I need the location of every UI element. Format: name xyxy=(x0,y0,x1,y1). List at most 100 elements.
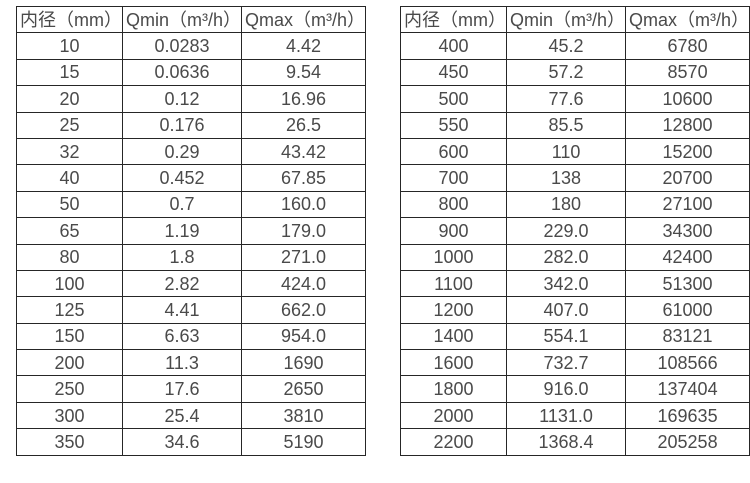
cell-qmax: 42400 xyxy=(625,243,750,271)
table-row: 32 0.29 43.42 xyxy=(16,137,367,166)
cell-qmin: 229.0 xyxy=(506,217,627,245)
cell-qmax: 3810 xyxy=(241,401,367,430)
cell-qmax: 43.42 xyxy=(241,137,367,166)
cell-qmax: 108566 xyxy=(625,349,750,377)
cell-qmin: 0.7 xyxy=(121,190,243,219)
cell-qmax: 179.0 xyxy=(241,217,367,245)
cell-qmin: 110 xyxy=(506,137,627,166)
cell-qmax: 61000 xyxy=(625,296,750,324)
table-body: 400 45.2 6780 450 57.2 8570 500 77.6 106… xyxy=(400,32,750,456)
header-row: 内径（mm） Qmin（m³/h） Qmax（m³/h） xyxy=(16,5,367,34)
cell-qmin: 57.2 xyxy=(506,58,627,87)
table-row: 10 0.0283 4.42 xyxy=(16,32,367,60)
cell-inner-diameter: 25 xyxy=(16,111,123,139)
cell-inner-diameter: 65 xyxy=(16,217,123,245)
header-qmin: Qmin（m³/h） xyxy=(506,5,627,34)
cell-inner-diameter: 20 xyxy=(16,85,123,113)
cell-inner-diameter: 700 xyxy=(400,164,508,192)
cell-qmin: 17.6 xyxy=(121,375,243,403)
cell-qmin: 1.8 xyxy=(121,243,243,271)
cell-inner-diameter: 100 xyxy=(16,269,123,298)
table-row: 25 0.176 26.5 xyxy=(16,111,367,139)
table-row: 125 4.41 662.0 xyxy=(16,296,367,324)
cell-qmax: 26.5 xyxy=(241,111,367,139)
cell-inner-diameter: 400 xyxy=(400,32,508,60)
cell-qmax: 205258 xyxy=(625,428,750,456)
cell-inner-diameter: 32 xyxy=(16,137,123,166)
table-row: 20 0.12 16.96 xyxy=(16,85,367,113)
table-row: 15 0.0636 9.54 xyxy=(16,58,367,87)
cell-qmin: 342.0 xyxy=(506,269,627,298)
cell-inner-diameter: 450 xyxy=(400,58,508,87)
cell-inner-diameter: 600 xyxy=(400,137,508,166)
cell-inner-diameter: 2000 xyxy=(400,401,508,430)
cell-qmin: 25.4 xyxy=(121,401,243,430)
table-row: 65 1.19 179.0 xyxy=(16,217,367,245)
table-row: 600 110 15200 xyxy=(400,137,750,166)
cell-qmax: 4.42 xyxy=(241,32,367,60)
cell-qmax: 137404 xyxy=(625,375,750,403)
cell-qmin: 0.29 xyxy=(121,137,243,166)
header-qmin: Qmin（m³/h） xyxy=(121,5,243,34)
cell-qmin: 1368.4 xyxy=(506,428,627,456)
cell-inner-diameter: 500 xyxy=(400,85,508,113)
cell-inner-diameter: 200 xyxy=(16,349,123,377)
cell-inner-diameter: 1200 xyxy=(400,296,508,324)
cell-qmin: 732.7 xyxy=(506,349,627,377)
table-row: 900 229.0 34300 xyxy=(400,217,750,245)
table-row: 550 85.5 12800 xyxy=(400,111,750,139)
cell-qmin: 138 xyxy=(506,164,627,192)
table-row: 400 45.2 6780 xyxy=(400,32,750,60)
table-header: 内径（mm） Qmin（m³/h） Qmax（m³/h） xyxy=(400,5,750,34)
table-row: 150 6.63 954.0 xyxy=(16,322,367,351)
table-row: 250 17.6 2650 xyxy=(16,375,367,403)
cell-qmax: 10600 xyxy=(625,85,750,113)
cell-qmin: 180 xyxy=(506,190,627,219)
cell-qmax: 8570 xyxy=(625,58,750,87)
table-row: 100 2.82 424.0 xyxy=(16,269,367,298)
table-row: 1400 554.1 83121 xyxy=(400,322,750,351)
cell-qmax: 160.0 xyxy=(241,190,367,219)
cell-qmin: 1.19 xyxy=(121,217,243,245)
cell-inner-diameter: 250 xyxy=(16,375,123,403)
table-row: 500 77.6 10600 xyxy=(400,85,750,113)
cell-inner-diameter: 80 xyxy=(16,243,123,271)
cell-qmin: 6.63 xyxy=(121,322,243,351)
table-row: 2000 1131.0 169635 xyxy=(400,401,750,430)
table-row: 200 11.3 1690 xyxy=(16,349,367,377)
cell-qmin: 11.3 xyxy=(121,349,243,377)
cell-qmin: 45.2 xyxy=(506,32,627,60)
cell-inner-diameter: 1800 xyxy=(400,375,508,403)
header-qmax: Qmax（m³/h） xyxy=(241,5,367,34)
cell-qmin: 1131.0 xyxy=(506,401,627,430)
table-row: 1200 407.0 61000 xyxy=(400,296,750,324)
cell-qmax: 662.0 xyxy=(241,296,367,324)
cell-inner-diameter: 1000 xyxy=(400,243,508,271)
cell-qmax: 83121 xyxy=(625,322,750,351)
cell-qmin: 407.0 xyxy=(506,296,627,324)
table-row: 80 1.8 271.0 xyxy=(16,243,367,271)
table-row: 1100 342.0 51300 xyxy=(400,269,750,298)
cell-qmax: 15200 xyxy=(625,137,750,166)
cell-qmin: 34.6 xyxy=(121,428,243,456)
cell-inner-diameter: 40 xyxy=(16,164,123,192)
cell-inner-diameter: 800 xyxy=(400,190,508,219)
cell-qmax: 169635 xyxy=(625,401,750,430)
flow-table-small-diameter: 内径（mm） Qmin（m³/h） Qmax（m³/h） 10 0.0283 4… xyxy=(16,5,367,456)
cell-qmax: 9.54 xyxy=(241,58,367,87)
cell-inner-diameter: 2200 xyxy=(400,428,508,456)
cell-qmax: 2650 xyxy=(241,375,367,403)
cell-inner-diameter: 1400 xyxy=(400,322,508,351)
cell-qmin: 0.0283 xyxy=(121,32,243,60)
cell-qmax: 27100 xyxy=(625,190,750,219)
cell-inner-diameter: 1600 xyxy=(400,349,508,377)
cell-inner-diameter: 150 xyxy=(16,322,123,351)
table-row: 50 0.7 160.0 xyxy=(16,190,367,219)
table-row: 300 25.4 3810 xyxy=(16,401,367,430)
flow-tables-container: 内径（mm） Qmin（m³/h） Qmax（m³/h） 10 0.0283 4… xyxy=(16,5,750,456)
table-row: 800 180 27100 xyxy=(400,190,750,219)
cell-qmax: 1690 xyxy=(241,349,367,377)
table-row: 450 57.2 8570 xyxy=(400,58,750,87)
cell-qmin: 0.12 xyxy=(121,85,243,113)
cell-inner-diameter: 15 xyxy=(16,58,123,87)
